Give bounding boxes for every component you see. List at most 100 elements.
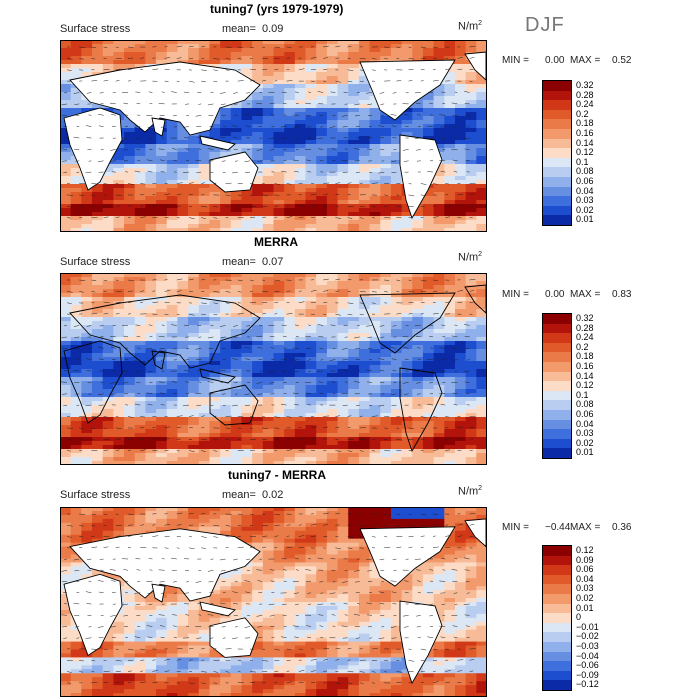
stress-vector bbox=[390, 160, 397, 163]
stress-vector bbox=[347, 217, 353, 219]
stress-vector bbox=[391, 125, 397, 127]
stress-vector bbox=[344, 148, 348, 150]
stress-vector bbox=[286, 57, 291, 59]
stress-vector bbox=[414, 370, 421, 372]
stress-vector bbox=[249, 279, 254, 281]
stress-vector bbox=[115, 301, 121, 304]
stress-vector bbox=[249, 80, 255, 82]
stress-vector bbox=[110, 382, 116, 384]
panel-1-map bbox=[60, 40, 487, 232]
land-outline bbox=[199, 368, 236, 384]
stress-vector bbox=[115, 68, 121, 71]
colorbar-tick-label: 0.14 bbox=[576, 137, 594, 148]
colorbar-swatch bbox=[543, 390, 571, 401]
panel-2-mean-label: mean= bbox=[222, 256, 256, 268]
stress-vector bbox=[232, 404, 238, 407]
stress-vector bbox=[213, 525, 220, 527]
colorbar-tick-label: −0.12 bbox=[576, 679, 599, 690]
stress-vector bbox=[396, 46, 401, 48]
stress-vector bbox=[282, 382, 287, 384]
stress-vector bbox=[140, 524, 145, 526]
stress-vector bbox=[469, 193, 475, 196]
stress-vector bbox=[63, 125, 68, 127]
stress-vector bbox=[79, 660, 84, 662]
stress-vector bbox=[97, 113, 104, 116]
colorbar-swatch bbox=[543, 680, 571, 690]
stress-vector bbox=[323, 670, 328, 672]
stress-vector bbox=[237, 313, 244, 315]
stress-vector bbox=[420, 46, 427, 49]
stress-vector bbox=[469, 426, 475, 429]
stress-vector bbox=[293, 126, 299, 128]
stress-vector bbox=[249, 682, 255, 684]
stress-vector bbox=[188, 647, 194, 650]
stress-vector bbox=[317, 324, 324, 326]
stress-vector bbox=[127, 670, 132, 672]
stress-vector bbox=[282, 569, 287, 571]
colorbar-tick-label: 0.08 bbox=[576, 399, 594, 410]
stress-vector bbox=[88, 393, 92, 395]
stress-vector bbox=[127, 68, 132, 71]
stress-vector bbox=[408, 525, 415, 527]
stress-vector bbox=[66, 69, 72, 71]
colorbar-swatch bbox=[543, 186, 571, 197]
stress-vector bbox=[347, 547, 353, 549]
stress-vector bbox=[79, 206, 83, 208]
stress-vector bbox=[249, 46, 254, 48]
stress-vector bbox=[201, 302, 207, 305]
stress-vector bbox=[149, 569, 153, 571]
stress-vector bbox=[76, 125, 80, 127]
stress-vector bbox=[232, 137, 238, 139]
stress-vector bbox=[222, 592, 226, 594]
stress-vector bbox=[307, 359, 312, 361]
stress-vector bbox=[318, 381, 324, 383]
stress-vector bbox=[210, 603, 214, 605]
stress-vector bbox=[379, 558, 385, 561]
stress-vector bbox=[452, 625, 458, 627]
stress-vector bbox=[306, 392, 312, 395]
colorbar-tick-label: 0.02 bbox=[576, 593, 594, 603]
stress-vector bbox=[79, 439, 83, 441]
stress-vector bbox=[125, 637, 129, 639]
stress-vector bbox=[176, 415, 183, 417]
stress-vector bbox=[347, 513, 352, 515]
stress-vector bbox=[414, 137, 421, 139]
stress-vector bbox=[416, 626, 421, 628]
stress-vector bbox=[219, 136, 226, 139]
stress-vector bbox=[286, 68, 290, 71]
stress-vector bbox=[379, 136, 385, 139]
stress-vector bbox=[164, 426, 171, 429]
stress-vector bbox=[343, 370, 348, 372]
panel-1-units-exp: 2 bbox=[478, 20, 483, 27]
stress-vector bbox=[201, 513, 206, 515]
stress-vector bbox=[62, 393, 68, 395]
stress-vector bbox=[249, 194, 253, 196]
stress-vector bbox=[164, 290, 171, 292]
stress-vector bbox=[258, 358, 263, 360]
stress-vector bbox=[439, 393, 446, 395]
stress-vector bbox=[404, 125, 409, 127]
colorbar-tick-label: −0.04 bbox=[576, 650, 599, 661]
stress-vector bbox=[420, 194, 426, 196]
stress-vector bbox=[176, 278, 183, 281]
panel-2-units-text: N/m bbox=[458, 251, 479, 264]
stress-vector bbox=[441, 324, 446, 326]
stress-vector bbox=[292, 159, 299, 162]
stress-vector bbox=[176, 524, 182, 526]
colorbar-swatch bbox=[543, 362, 571, 372]
stress-vector bbox=[298, 216, 304, 218]
stress-vector bbox=[469, 290, 475, 292]
stress-vector bbox=[359, 302, 365, 304]
stress-vector bbox=[123, 149, 129, 151]
stress-vector bbox=[323, 524, 328, 526]
stress-vector bbox=[198, 570, 202, 572]
panel-3-min-value: −0.44 bbox=[545, 522, 571, 533]
stress-vector bbox=[396, 194, 400, 196]
stress-vector bbox=[371, 648, 378, 650]
stress-vector bbox=[256, 382, 263, 384]
stress-vector bbox=[367, 103, 373, 106]
stress-vector bbox=[274, 313, 278, 315]
stress-vector bbox=[317, 91, 324, 93]
stress-vector bbox=[432, 79, 439, 82]
stress-vector bbox=[123, 335, 129, 338]
